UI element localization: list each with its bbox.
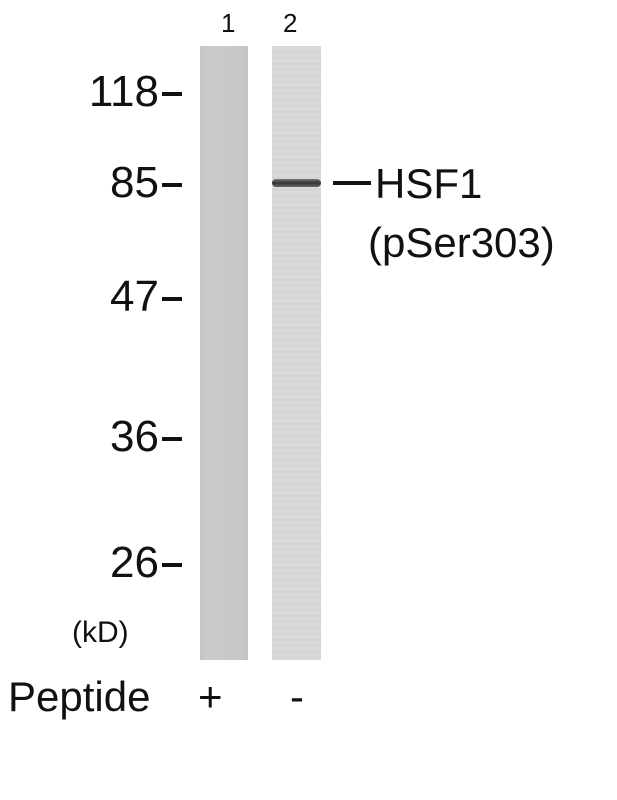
- lane-2-label: 2: [283, 8, 298, 38]
- peptide-label: Peptide: [8, 673, 151, 720]
- lane-2-peptide: -: [290, 673, 304, 720]
- marker-47: 47: [0, 275, 185, 325]
- band-pointer-line: [333, 181, 371, 185]
- lane-1-label: 1: [221, 8, 236, 38]
- marker-label: 85: [110, 158, 159, 207]
- marker-85: 85: [0, 161, 185, 211]
- band-label-site: (pSer303): [368, 219, 555, 266]
- marker-tick: [162, 92, 182, 96]
- marker-label: 47: [110, 272, 159, 321]
- marker-tick: [162, 297, 182, 301]
- marker-36: 36: [0, 415, 185, 465]
- band-label-protein: HSF1: [375, 160, 483, 207]
- marker-label: 36: [110, 412, 159, 461]
- marker-tick: [162, 563, 182, 567]
- unit-label: (kD): [72, 616, 129, 649]
- marker-118: 118: [0, 70, 185, 120]
- lane-1-peptide: +: [198, 673, 223, 720]
- marker-tick: [162, 183, 182, 187]
- marker-label: 118: [88, 67, 159, 116]
- marker-label: 26: [110, 538, 159, 587]
- lane-1: [200, 46, 248, 660]
- lane-2: [272, 46, 321, 660]
- marker-tick: [162, 437, 182, 441]
- marker-26: 26: [0, 541, 185, 591]
- hsf1-band: [272, 179, 321, 187]
